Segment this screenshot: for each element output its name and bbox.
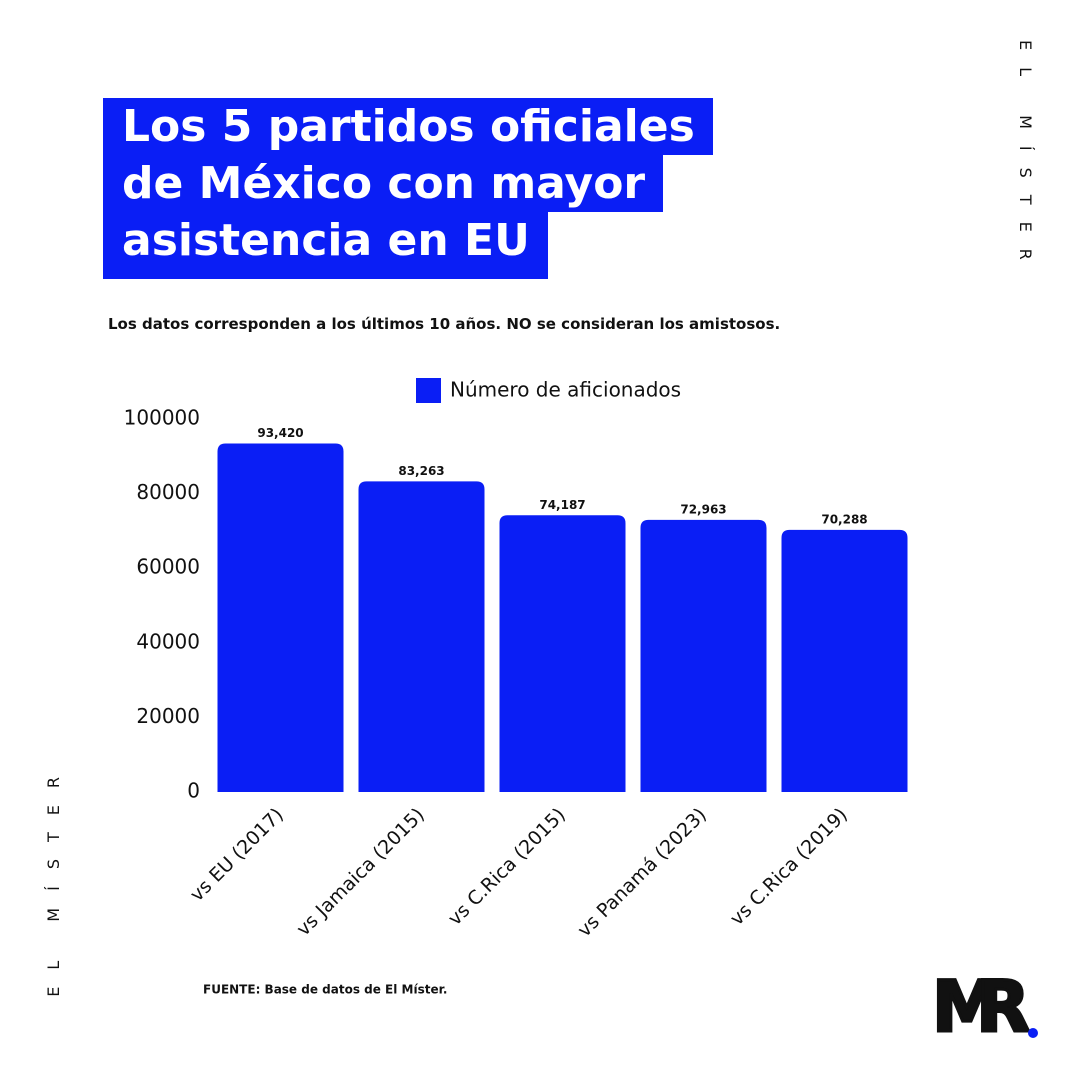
- brand: EL MÍSTER: [1016, 40, 1035, 277]
- y-tick-label: 100000: [124, 406, 200, 430]
- bar: [217, 443, 344, 792]
- bar: [358, 481, 485, 792]
- title-line: asistencia en EU: [103, 212, 548, 279]
- y-tick-label: 0: [187, 779, 200, 803]
- y-tick-label: 20000: [136, 704, 200, 728]
- value-label: 74,187: [539, 498, 585, 512]
- title-line: de México con mayor: [103, 155, 664, 212]
- source: FUENTE: Base de datos de El Míster.: [203, 983, 447, 997]
- value-label: 72,963: [680, 502, 726, 516]
- value-label: 83,263: [398, 464, 444, 478]
- value-label: 93,420: [257, 426, 303, 440]
- y-tick-label: 40000: [136, 629, 200, 653]
- legend-swatch: [416, 378, 441, 403]
- logo: MR: [932, 966, 1030, 1048]
- legend-label: Número de aficionados: [450, 378, 681, 402]
- x-tick-label: vs C.Rica (2015): [444, 804, 570, 930]
- bar: [640, 519, 767, 792]
- x-tick-label: vs Panamá (2023): [573, 804, 711, 942]
- subtitle: Los datos corresponden a los últimos 10 …: [108, 315, 781, 333]
- x-tick-label: vs C.Rica (2019): [726, 804, 852, 930]
- x-tick-label: vs EU (2017): [186, 804, 288, 906]
- y-tick-label: 80000: [136, 480, 200, 504]
- title-line: Los 5 partidos oficiales: [103, 98, 713, 155]
- value-label: 70,288: [821, 512, 867, 526]
- x-tick-label: vs Jamaica (2015): [292, 804, 429, 941]
- bar: [781, 529, 908, 792]
- logo-dot: [1028, 1028, 1038, 1038]
- bar: [499, 515, 626, 792]
- y-tick-label: 60000: [136, 555, 200, 579]
